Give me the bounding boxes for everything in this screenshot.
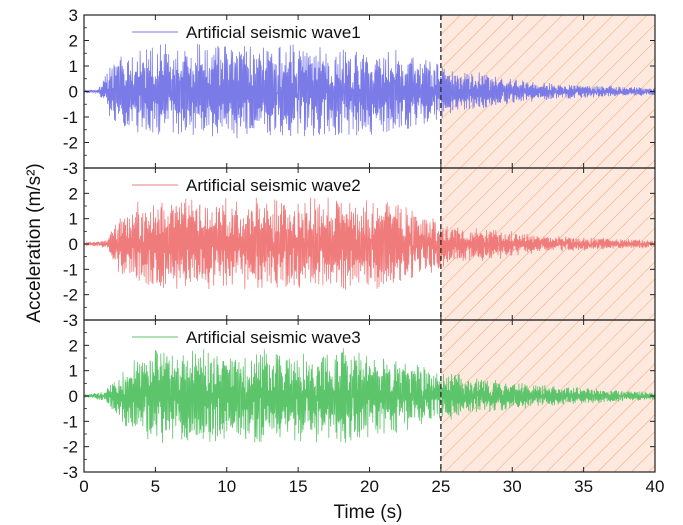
y-tick-label: 3	[69, 6, 78, 25]
waveform-line	[83, 43, 656, 139]
y-tick-label: 1	[69, 362, 78, 381]
y-axis-label: Acceleration (m/s²)	[24, 163, 45, 322]
y-tick-label: 0	[69, 235, 78, 254]
y-tick-label: -3	[63, 159, 78, 178]
y-tick-label: -1	[63, 412, 78, 431]
x-tick-label: 30	[503, 477, 522, 496]
y-tick-label: -2	[63, 438, 78, 457]
y-tick-label: -2	[63, 286, 78, 305]
y-tick-label: 1	[69, 210, 78, 229]
x-axis-label: Time (s)	[334, 502, 403, 523]
waveform-line	[83, 348, 656, 444]
x-tick-label: 35	[574, 477, 593, 496]
x-tick-label: 5	[151, 477, 160, 496]
y-tick-label: -2	[63, 134, 78, 153]
waveform-line	[83, 197, 656, 290]
x-tick-label: 40	[646, 477, 665, 496]
x-tick-label: 15	[289, 477, 308, 496]
legend-label: Artificial seismic wave1	[186, 23, 361, 42]
y-tick-label: 2	[69, 336, 78, 355]
y-tick-label: 0	[69, 387, 78, 406]
y-tick-label: -3	[63, 311, 78, 330]
y-tick-label: 1	[69, 57, 78, 76]
x-tick-label: 20	[360, 477, 379, 496]
y-tick-label: -1	[63, 260, 78, 279]
y-tick-label: -1	[63, 108, 78, 127]
x-tick-label: 25	[431, 477, 450, 496]
legend-label: Artificial seismic wave3	[186, 328, 361, 347]
x-tick-label: 10	[217, 477, 236, 496]
y-tick-label: 0	[69, 83, 78, 102]
y-tick-label: -3	[63, 463, 78, 482]
y-tick-label: 2	[69, 32, 78, 51]
y-tick-label: 2	[69, 184, 78, 203]
x-tick-label: 0	[79, 477, 88, 496]
legend-label: Artificial seismic wave2	[186, 176, 361, 195]
